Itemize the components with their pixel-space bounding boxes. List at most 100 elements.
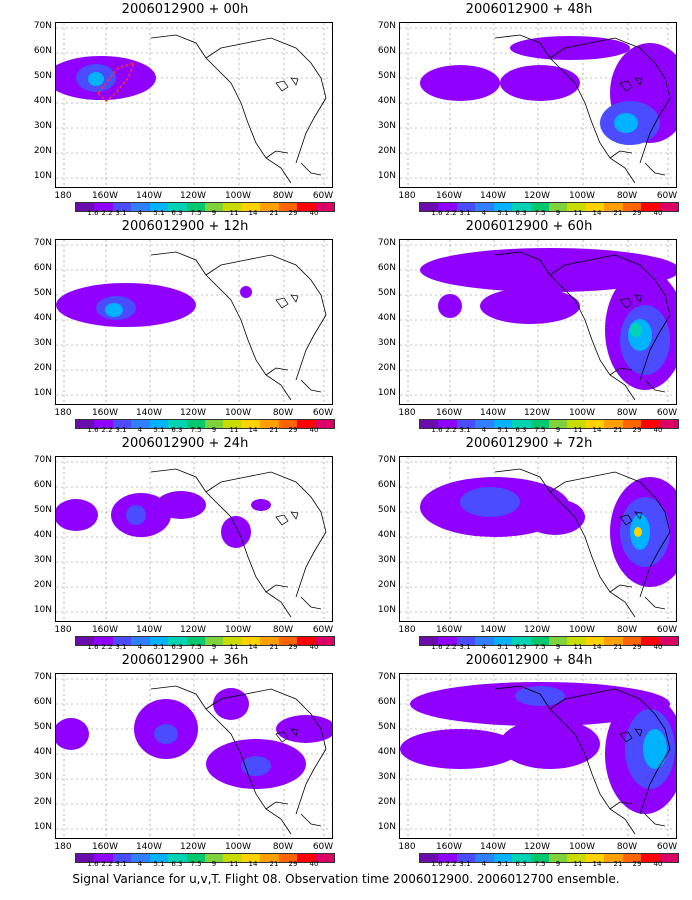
colorbar-swatch (604, 637, 623, 645)
map-84h (400, 674, 676, 838)
lon-tick-label: 60W (312, 191, 334, 201)
colorbar-label: 1.6 (87, 209, 99, 217)
colorbar-swatch (241, 637, 261, 645)
lat-tick-label: 30N (33, 121, 52, 131)
lat-tick-label: 30N (377, 772, 396, 782)
lat-tick-label: 50N (33, 505, 52, 515)
colorbar-labels: 1.6 2.2 3.1 4 5.1 6.3 7.5 9 11 14 21 29 40 (67, 426, 337, 436)
map-frame (399, 456, 677, 622)
lat-tick-label: 50N (33, 288, 52, 298)
lon-tick-label: 120W (179, 408, 207, 418)
lon-tick-label: 100W (568, 408, 596, 418)
lon-tick-label: 160W (435, 625, 463, 635)
colorbar-label: 40 (653, 643, 663, 651)
lat-tick-label: 50N (33, 71, 52, 81)
lat-tick-label: 10N (33, 822, 52, 832)
lat-tick-label: 10N (377, 388, 396, 398)
colorbar-swatch (94, 637, 113, 645)
colorbar-swatch (76, 203, 95, 211)
lat-tick-label: 30N (33, 338, 52, 348)
lat-tick-label: 60N (377, 263, 396, 273)
colorbar-label: 40 (653, 426, 663, 434)
colorbar-swatch (297, 420, 316, 428)
map-frame (55, 673, 333, 839)
colorbar-swatch (641, 420, 660, 428)
lat-tick-label: 50N (377, 722, 396, 732)
variance-contour (154, 724, 178, 744)
variance-contour (241, 756, 271, 776)
colorbar-label: 5.1 (497, 209, 509, 217)
map-frame (399, 22, 677, 188)
colorbar-swatch (149, 203, 169, 211)
colorbar-label: 11 (573, 209, 583, 217)
lat-tick-label: 70N (377, 238, 396, 248)
colorbar-swatch (622, 637, 642, 645)
lat-tick-label: 10N (377, 822, 396, 832)
colorbar-label: 14 (592, 426, 602, 434)
map-frame (55, 239, 333, 405)
lon-tick-label: 180 (398, 625, 416, 635)
colorbar-label: 3.1 (115, 860, 127, 868)
colorbar-label: 29 (288, 860, 298, 868)
variance-contour (56, 499, 98, 531)
colorbar-swatch (530, 420, 549, 428)
map-frame (399, 673, 677, 839)
lon-tick-label: 80W (272, 625, 294, 635)
lon-tick-label: 80W (616, 625, 638, 635)
variance-contour (500, 65, 580, 101)
lat-tick-label: 20N (377, 580, 396, 590)
colorbar-label: 14 (248, 860, 258, 868)
map-panel: 2006012900 + 72h 70N 60N 50N 40N 30N 20N 10N 180… (364, 434, 692, 651)
panel-title: 2006012900 + 48h (465, 2, 593, 17)
colorbar-swatch (204, 854, 224, 862)
panel-title: 2006012900 + 72h (465, 436, 593, 451)
colorbar-label: 3.1 (115, 209, 127, 217)
lon-tick-label: 120W (179, 842, 207, 852)
colorbar-label: 40 (309, 643, 319, 651)
map-panel: 2006012900 + 84h 70N 60N 50N 40N 30N 20N 10N 180… (364, 651, 692, 868)
colorbar-swatch (149, 854, 169, 862)
colorbar-swatch (241, 203, 261, 211)
coastline (494, 251, 671, 401)
colorbar-swatch (438, 637, 457, 645)
lat-tick-label: 50N (33, 722, 52, 732)
map-panel: 2006012900 + 24h 70N 60N 50N 40N 30N 20N 10N 180… (20, 434, 350, 651)
lat-tick-label: 30N (33, 772, 52, 782)
lat-tick-label: 20N (33, 797, 52, 807)
colorbar-label: 6.3 (515, 643, 527, 651)
colorbar-label: 11 (229, 209, 239, 217)
colorbar-swatch (659, 203, 678, 211)
colorbar-swatch (493, 203, 513, 211)
map-panel: 2006012900 + 60h 70N 60N 50N 40N 30N 20N 10N 180… (364, 217, 692, 434)
colorbar-label: 7.5 (190, 209, 202, 217)
lon-tick-label: 160W (435, 408, 463, 418)
colorbar-swatch (493, 420, 513, 428)
colorbar-swatch (567, 203, 586, 211)
colorbar-swatch (260, 637, 279, 645)
colorbar-swatch (112, 420, 132, 428)
colorbar-label: 14 (592, 860, 602, 868)
colorbar-label: 11 (229, 643, 239, 651)
lat-tick-label: 40N (377, 313, 396, 323)
map-frame (55, 22, 333, 188)
colorbar-swatch (548, 637, 568, 645)
variance-contour (221, 516, 251, 548)
lon-tick-label: 180 (398, 408, 416, 418)
colorbar-swatch (186, 637, 205, 645)
colorbar-label: 6.3 (515, 426, 527, 434)
colorbar-swatch (278, 854, 298, 862)
colorbar-swatch (315, 420, 334, 428)
lat-tick-label: 20N (33, 146, 52, 156)
variance-contour (240, 286, 252, 298)
colorbar-swatch (149, 420, 169, 428)
colorbar (419, 202, 679, 212)
colorbar-swatch (622, 854, 642, 862)
colorbar-label: 21 (613, 860, 623, 868)
lon-tick-label: 140W (479, 625, 507, 635)
panel-title: 2006012900 + 12h (121, 219, 249, 234)
colorbar-label: 21 (613, 426, 623, 434)
map-panel: 2006012900 + 12h 70N 60N 50N 40N 30N 20N 10N 180… (20, 217, 350, 434)
lon-tick-label: 80W (272, 191, 294, 201)
colorbar-swatch (420, 203, 439, 211)
colorbar-label: 3.1 (459, 426, 471, 434)
